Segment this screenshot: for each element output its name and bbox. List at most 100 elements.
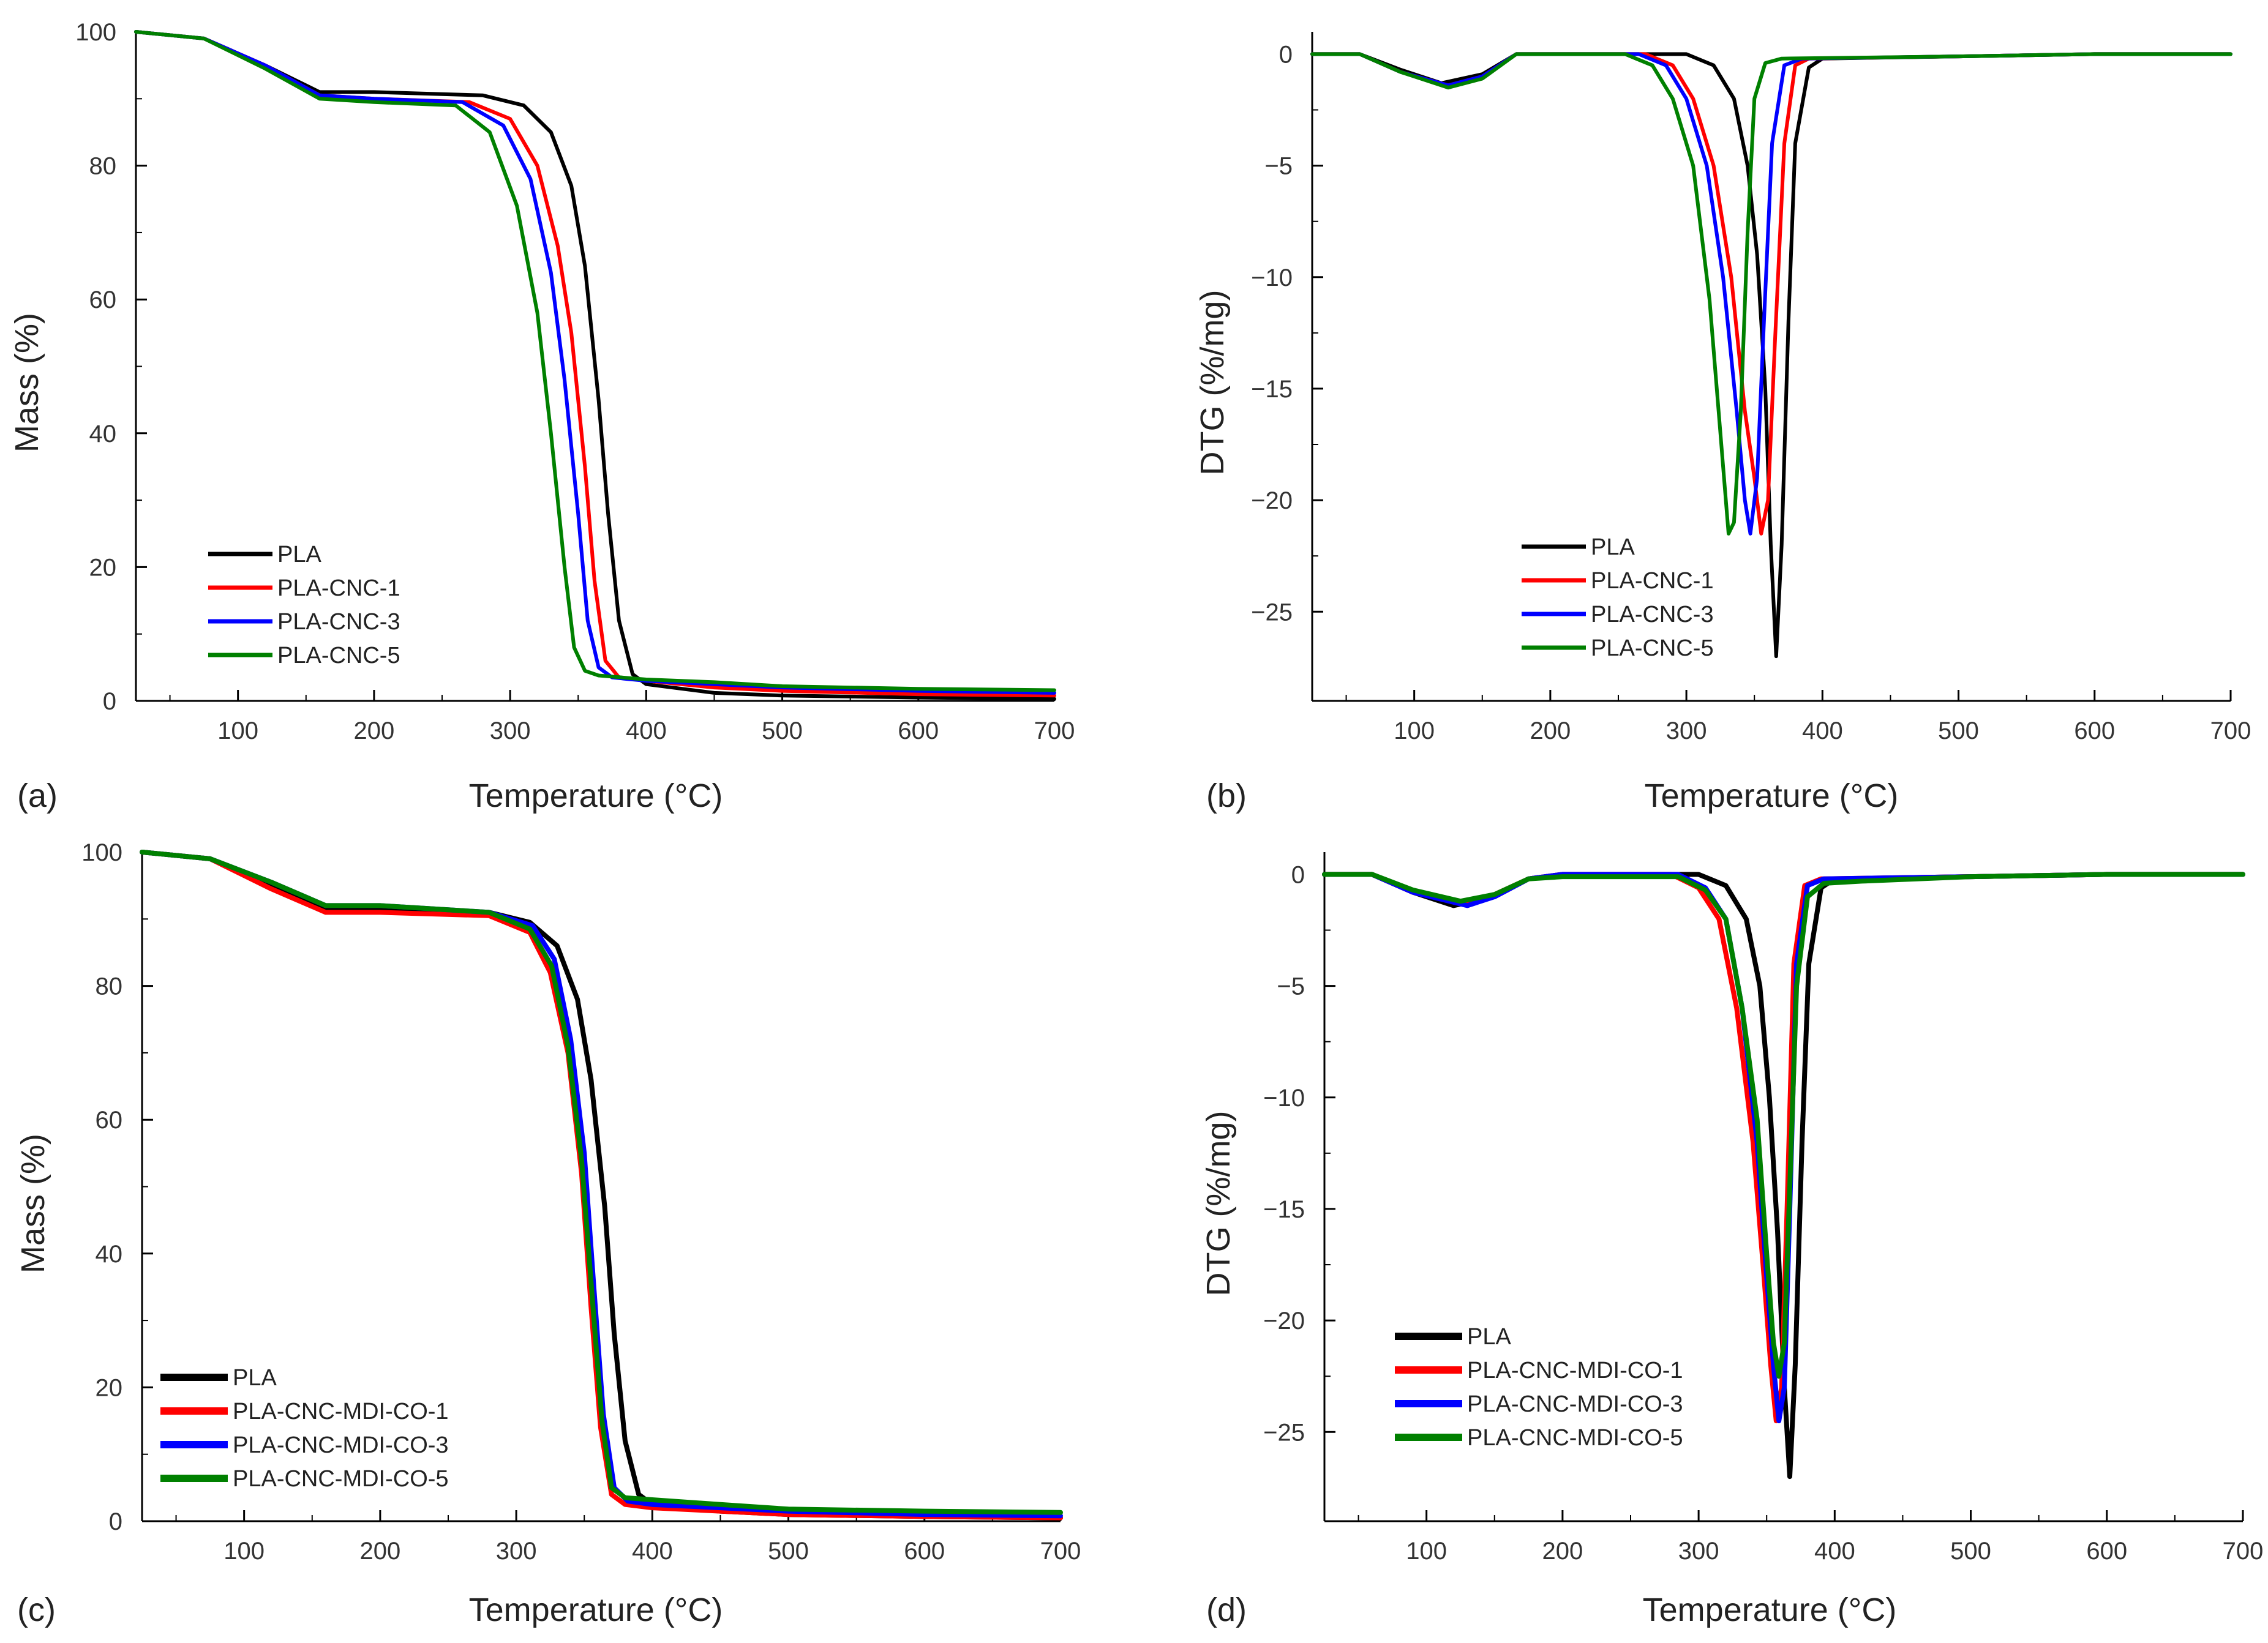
panel-a-y-tick-label: 80	[89, 153, 117, 180]
panel-a-x-tick-label: 300	[490, 717, 531, 744]
panel-b-y-tick-label: −10	[1251, 264, 1293, 291]
panel-b-y-tick-label: −20	[1251, 487, 1293, 514]
panel-c-legend-label-0: PLA	[233, 1365, 277, 1391]
panel-b-x-tick-label: 600	[2074, 717, 2115, 744]
panel-c-letter: (c)	[17, 1592, 56, 1628]
panel-c-legend: PLA PLA-CNC-MDI-CO-1 PLA-CNC-MDI-CO-3 PLA-C…	[160, 1365, 449, 1492]
panel-d-x-tick-label: 100	[1406, 1538, 1447, 1565]
panel-c-y-tick-label: 0	[109, 1508, 122, 1535]
panel-a-legend: PLA PLA-CNC-1 PLA-CNC-3 PLA-CNC-5	[208, 542, 400, 668]
panel-a-x-tick-label: 500	[762, 717, 803, 744]
panel-b-series-0-line	[1310, 52, 2232, 659]
panel-d-x-tick-label: 700	[2223, 1538, 2264, 1565]
panel-d-legend-label-1: PLA-CNC-MDI-CO-1	[1467, 1358, 1683, 1383]
panel-c-y-tick-label: 60	[96, 1107, 123, 1134]
panel-b-x-tick-label: 500	[1938, 717, 1979, 744]
panel-a-series-3-line	[134, 30, 1056, 692]
panel-d-y-tick-label: −10	[1263, 1085, 1305, 1112]
panel-c-xlabel: Temperature (°C)	[469, 1592, 723, 1628]
panel-c-plot: 100 200 300 400 500 600 700 0 20 40 60 80 100 PLA PLA-…	[81, 839, 1081, 1565]
panel-b: DTG (%/mg) Temperature (°C) (b)	[1194, 290, 1898, 815]
panel-b-legend-label-2: PLA-CNC-3	[1591, 602, 1714, 627]
panel-b-series-3-line	[1310, 52, 2232, 536]
panel-b-y-tick-label: 0	[1279, 41, 1293, 68]
panel-b-x-tick-label: 100	[1394, 717, 1435, 744]
panel-b-x-tick-label: 200	[1530, 717, 1571, 744]
panel-b-legend-label-0: PLA	[1591, 534, 1635, 560]
panel-b-y-tick-label: −5	[1264, 153, 1293, 180]
panel-b-series-1-line	[1310, 52, 2232, 536]
panel-a-legend-label-3: PLA-CNC-5	[277, 643, 400, 668]
panel-a: Mass (%) Temperature (°C) (a)	[9, 313, 723, 814]
panel-b-x-tick-label: 700	[2210, 717, 2251, 744]
panel-d-x-tick-label: 300	[1678, 1538, 1719, 1565]
panel-b-legend-label-1: PLA-CNC-1	[1591, 568, 1714, 594]
panel-a-x-tick-label: 200	[354, 717, 395, 744]
panel-c-x-tick-label: 400	[632, 1538, 673, 1565]
panel-a-y-tick-label: 60	[89, 286, 117, 313]
panel-d-legend: PLA PLA-CNC-MDI-CO-1 PLA-CNC-MDI-CO-3 PLA-C…	[1395, 1324, 1683, 1451]
panel-a-xlabel: Temperature (°C)	[469, 777, 723, 814]
panel-d-xlabel: Temperature (°C)	[1643, 1592, 1897, 1628]
panel-d-x-tick-label: 500	[1950, 1538, 1991, 1565]
panel-c-y-tick-label: 80	[96, 973, 123, 1000]
panel-d-ylabel: DTG (%/mg)	[1200, 1111, 1237, 1297]
panel-c-y-tick-label: 40	[96, 1241, 123, 1268]
panel-a-ylabel: Mass (%)	[9, 313, 45, 452]
panel-c-legend-label-2: PLA-CNC-MDI-CO-3	[233, 1432, 449, 1458]
panel-c-x-tick-label: 300	[496, 1538, 537, 1565]
panel-b-x-tick-label: 400	[1802, 717, 1843, 744]
panel-c-y-tick-label: 100	[81, 839, 122, 866]
panel-c-y-tick-label: 20	[96, 1374, 123, 1401]
panel-a-legend-label-2: PLA-CNC-3	[277, 609, 400, 635]
panel-c-x-tick-label: 200	[360, 1538, 401, 1565]
panel-d-x-tick-label: 600	[2086, 1538, 2127, 1565]
panel-c-series-3-line	[140, 850, 1063, 1515]
panel-c-x-tick-label: 600	[904, 1538, 945, 1565]
panel-a-x-tick-label: 100	[217, 717, 258, 744]
panel-a-plot: 100 200 300 400 500 600 700 0 20 40 60 80 100 PLA PLA-…	[75, 19, 1075, 744]
panel-c-x-tick-label: 100	[223, 1538, 265, 1565]
panel-d-y-tick-label: −15	[1263, 1196, 1305, 1223]
panel-b-x-tick-label: 300	[1666, 717, 1707, 744]
panel-a-x-tick-label: 600	[898, 717, 939, 744]
panel-c-x-tick-label: 500	[768, 1538, 809, 1565]
panel-d-legend-label-3: PLA-CNC-MDI-CO-5	[1467, 1425, 1683, 1451]
panel-a-series-0-line	[134, 30, 1056, 701]
panel-a-y-tick-label: 0	[103, 688, 116, 715]
panel-a-legend-label-1: PLA-CNC-1	[277, 575, 400, 601]
panel-d-x-tick-label: 200	[1542, 1538, 1583, 1565]
panel-d-y-tick-label: −25	[1263, 1419, 1305, 1446]
panel-d-y-tick-label: −5	[1277, 973, 1305, 1000]
panel-a-letter: (a)	[17, 777, 58, 814]
panel-b-y-tick-label: −15	[1251, 376, 1293, 403]
panel-c-ylabel: Mass (%)	[15, 1134, 51, 1273]
panel-b-plot: 100 200 300 400 500 600 7000−5−10−15−20−25PLAP…	[1251, 32, 2251, 744]
panel-d-plot: 100 200 300 400 500 600 7000−5−10−15−20−25PLAP…	[1263, 852, 2263, 1565]
panel-a-y-tick-label: 20	[89, 554, 117, 581]
panel-b-legend: PLA PLA-CNC-1 PLA-CNC-3 PLA-CNC-5	[1522, 534, 1714, 661]
panel-c: Mass (%) Temperature (°C) (c)	[15, 1134, 723, 1628]
panel-a-x-tick-label: 400	[626, 717, 667, 744]
panel-c-legend-label-3: PLA-CNC-MDI-CO-5	[233, 1466, 449, 1492]
panel-d-y-tick-label: 0	[1291, 861, 1305, 888]
panel-d-legend-label-2: PLA-CNC-MDI-CO-3	[1467, 1391, 1683, 1417]
panel-d-legend-label-0: PLA	[1467, 1324, 1511, 1350]
panel-d-x-tick-label: 400	[1814, 1538, 1855, 1565]
panel-c-legend-label-1: PLA-CNC-MDI-CO-1	[233, 1399, 449, 1424]
panel-a-x-tick-label: 700	[1034, 717, 1075, 744]
panel-b-legend-label-3: PLA-CNC-5	[1591, 635, 1714, 661]
panel-d-y-tick-label: −20	[1263, 1308, 1305, 1334]
panel-b-ylabel: DTG (%/mg)	[1194, 290, 1231, 476]
panel-a-y-tick-label: 100	[75, 19, 116, 46]
panel-b-letter: (b)	[1206, 777, 1247, 814]
panel-b-y-tick-label: −25	[1251, 599, 1293, 626]
panel-c-x-tick-label: 700	[1040, 1538, 1081, 1565]
panel-a-series-2-line	[134, 30, 1056, 695]
panel-a-legend-label-0: PLA	[277, 542, 321, 567]
panel-a-y-tick-label: 40	[89, 421, 117, 447]
panel-d-letter: (d)	[1206, 1592, 1247, 1628]
panel-b-xlabel: Temperature (°C)	[1645, 777, 1899, 814]
panel-d-series-3-line	[1322, 872, 2245, 1379]
